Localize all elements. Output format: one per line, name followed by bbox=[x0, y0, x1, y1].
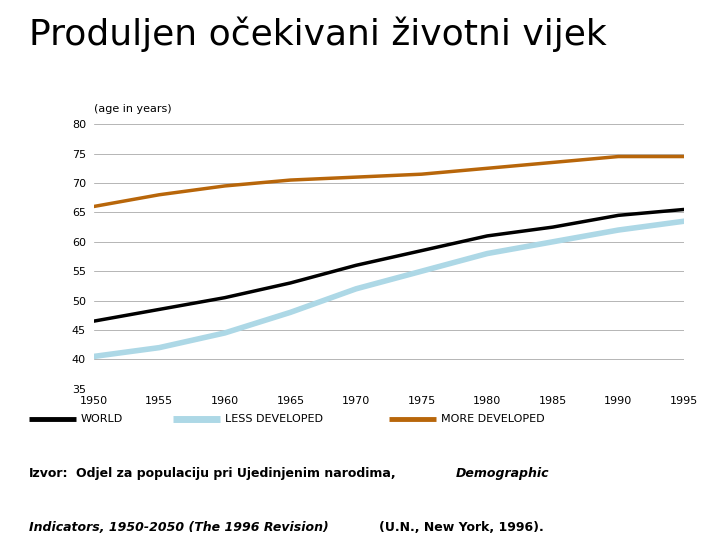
Text: MORE DEVELOPED: MORE DEVELOPED bbox=[441, 414, 544, 423]
Text: (age in years): (age in years) bbox=[94, 104, 171, 113]
Text: Demographic: Demographic bbox=[456, 467, 549, 480]
Text: LESS DEVELOPED: LESS DEVELOPED bbox=[225, 414, 323, 423]
Text: Indicators, 1950-2050 (The 1996 Revision): Indicators, 1950-2050 (The 1996 Revision… bbox=[29, 521, 328, 534]
Text: Izvor:: Izvor: bbox=[29, 467, 68, 480]
Text: (U.N., New York, 1996).: (U.N., New York, 1996). bbox=[379, 521, 544, 534]
Text: Odjel za populaciju pri Ujedinjenim narodima,: Odjel za populaciju pri Ujedinjenim naro… bbox=[76, 467, 396, 480]
Text: WORLD: WORLD bbox=[81, 414, 123, 423]
Text: Produljen očekivani životni vijek: Produljen očekivani životni vijek bbox=[29, 16, 606, 52]
